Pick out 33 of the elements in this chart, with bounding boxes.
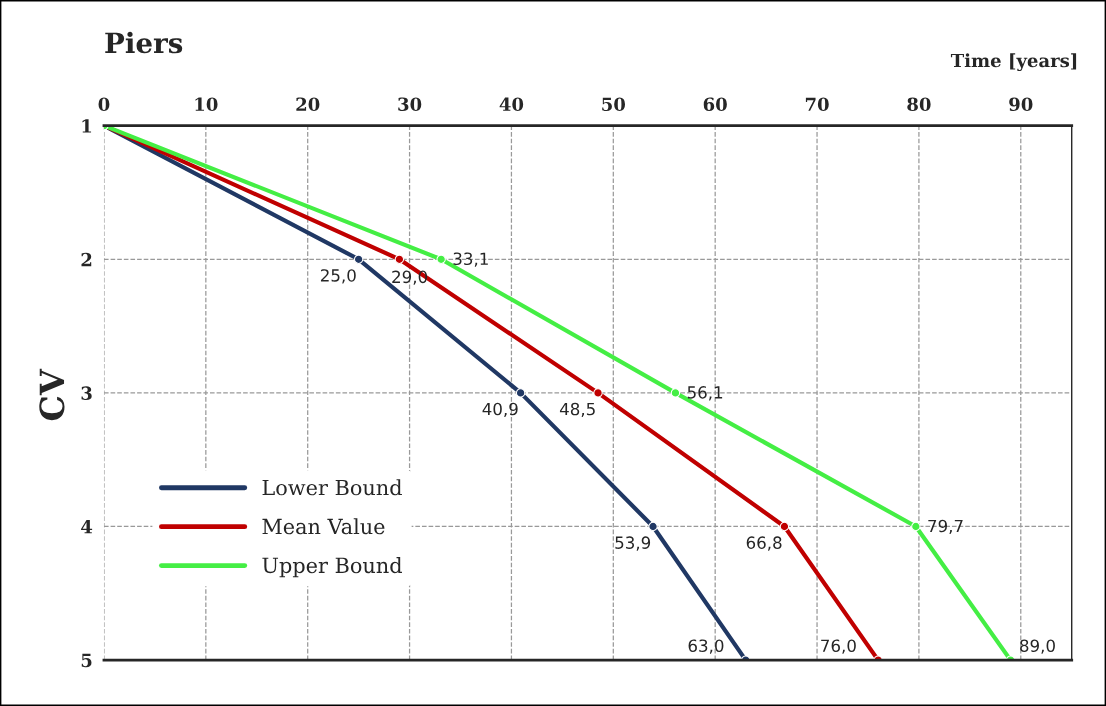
annotation: 48,5	[559, 402, 595, 418]
x-tick-label: 90	[1009, 97, 1033, 112]
y-tick-label: 5	[81, 653, 92, 668]
y-tick-label: 4	[81, 519, 93, 534]
annotation: 76,0	[821, 639, 856, 654]
y-axis-title: CV	[39, 368, 65, 421]
x-tick-label: 20	[296, 97, 320, 112]
x-tick-label: 10	[195, 97, 218, 112]
annotation: 25,0	[320, 269, 356, 284]
annotation: 56,1	[687, 386, 723, 401]
y-tick-label: 2	[81, 252, 92, 267]
y-tick-label: 3	[81, 386, 92, 401]
y-tick-label: 1	[82, 119, 92, 133]
legend-label: Mean Value	[262, 518, 385, 535]
x-tick-label: 50	[602, 97, 626, 112]
x-tick-label: 70	[805, 97, 829, 112]
x-tick-label: 60	[703, 97, 727, 112]
annotation: 89,0	[1020, 639, 1055, 654]
annotation: 79,7	[928, 519, 963, 534]
legend-label: Upper Bound	[262, 557, 402, 578]
annotation: 66,8	[746, 536, 782, 551]
x-axis-title: Time [years]	[950, 53, 1077, 72]
annotation: 29,0	[392, 270, 428, 285]
annotation: 40,9	[482, 402, 518, 418]
annotation: 53,9	[615, 536, 651, 551]
annotation: 63,0	[688, 639, 724, 654]
x-tick-label: 0	[98, 97, 110, 112]
legend-label: Lower Bound	[262, 479, 402, 496]
x-tick-label: 30	[398, 97, 422, 112]
x-tick-label: 40	[499, 97, 524, 112]
annotation: 33,1	[453, 252, 488, 267]
chart-title: Piers	[105, 31, 183, 54]
x-tick-label: 80	[907, 97, 931, 112]
